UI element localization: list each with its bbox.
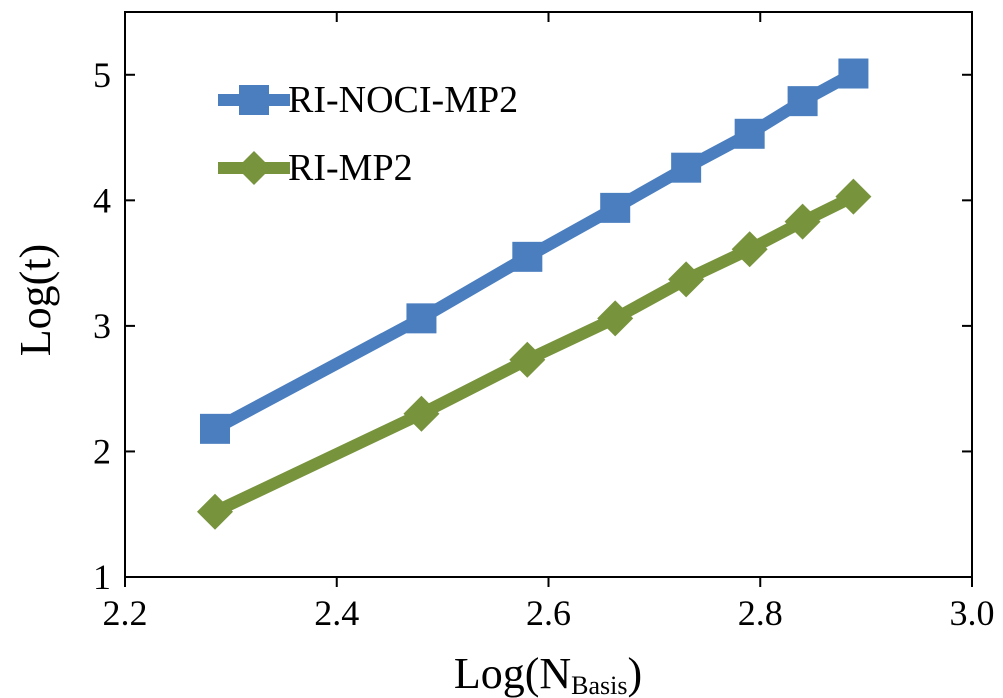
series-ri-noci-mp2 — [199, 58, 869, 444]
legend-item-ri-noci-mp2: RI-NOCI-MP2 — [218, 79, 518, 121]
legend-item-ri-mp2: RI-MP2 — [218, 147, 413, 189]
x-tick-label: 2.8 — [738, 593, 783, 633]
data-point-ri-noci-mp2 — [199, 413, 230, 444]
legend: RI-NOCI-MP2 RI-MP2 — [218, 79, 518, 189]
data-point-ri-noci-mp2 — [671, 152, 702, 183]
y-tick-label: 5 — [93, 55, 111, 95]
data-point-ri-noci-mp2 — [734, 118, 765, 149]
y-tick-label: 1 — [93, 557, 111, 597]
x-tick-label: 2.4 — [314, 593, 359, 633]
x-axis-ticks: 2.2 2.4 2.6 2.8 3.0 — [103, 12, 995, 633]
legend-label-ri-noci-mp2: RI-NOCI-MP2 — [288, 79, 518, 121]
x-tick-label: 2.2 — [103, 593, 148, 633]
data-point-ri-mp2 — [403, 395, 440, 432]
y-tick-label: 3 — [93, 306, 111, 346]
y-tick-label: 4 — [93, 180, 111, 220]
data-point-ri-mp2 — [196, 493, 233, 530]
data-point-ri-noci-mp2 — [600, 192, 631, 223]
x-tick-label: 3.0 — [950, 593, 995, 633]
data-point-ri-mp2 — [835, 178, 872, 215]
data-point-ri-noci-mp2 — [787, 86, 818, 117]
series-layer — [196, 58, 872, 530]
series-ri-mp2 — [196, 178, 872, 530]
data-point-ri-noci-mp2 — [512, 241, 543, 272]
data-point-ri-mp2 — [731, 231, 768, 268]
data-point-ri-mp2 — [509, 341, 546, 378]
x-axis-title-main: Log(N — [454, 649, 571, 698]
y-tick-label: 2 — [93, 431, 111, 471]
legend-marker-diamond-icon — [237, 151, 271, 185]
x-axis-title: Log(NBasis) — [454, 649, 642, 698]
data-point-ri-mp2 — [597, 300, 634, 337]
y-axis-title: Log(t) — [11, 244, 60, 356]
data-point-ri-noci-mp2 — [838, 58, 869, 89]
data-point-ri-mp2 — [668, 261, 705, 298]
x-tick-label: 2.6 — [526, 593, 571, 633]
legend-label-ri-mp2: RI-MP2 — [288, 147, 413, 189]
x-axis-title-subscript: Basis — [571, 671, 627, 698]
x-axis-title-close: ) — [628, 649, 643, 698]
y-axis-ticks: 1 2 3 4 5 — [93, 55, 972, 597]
data-point-ri-noci-mp2 — [406, 303, 437, 334]
legend-marker-square-icon — [239, 85, 269, 115]
data-point-ri-mp2 — [784, 203, 821, 240]
